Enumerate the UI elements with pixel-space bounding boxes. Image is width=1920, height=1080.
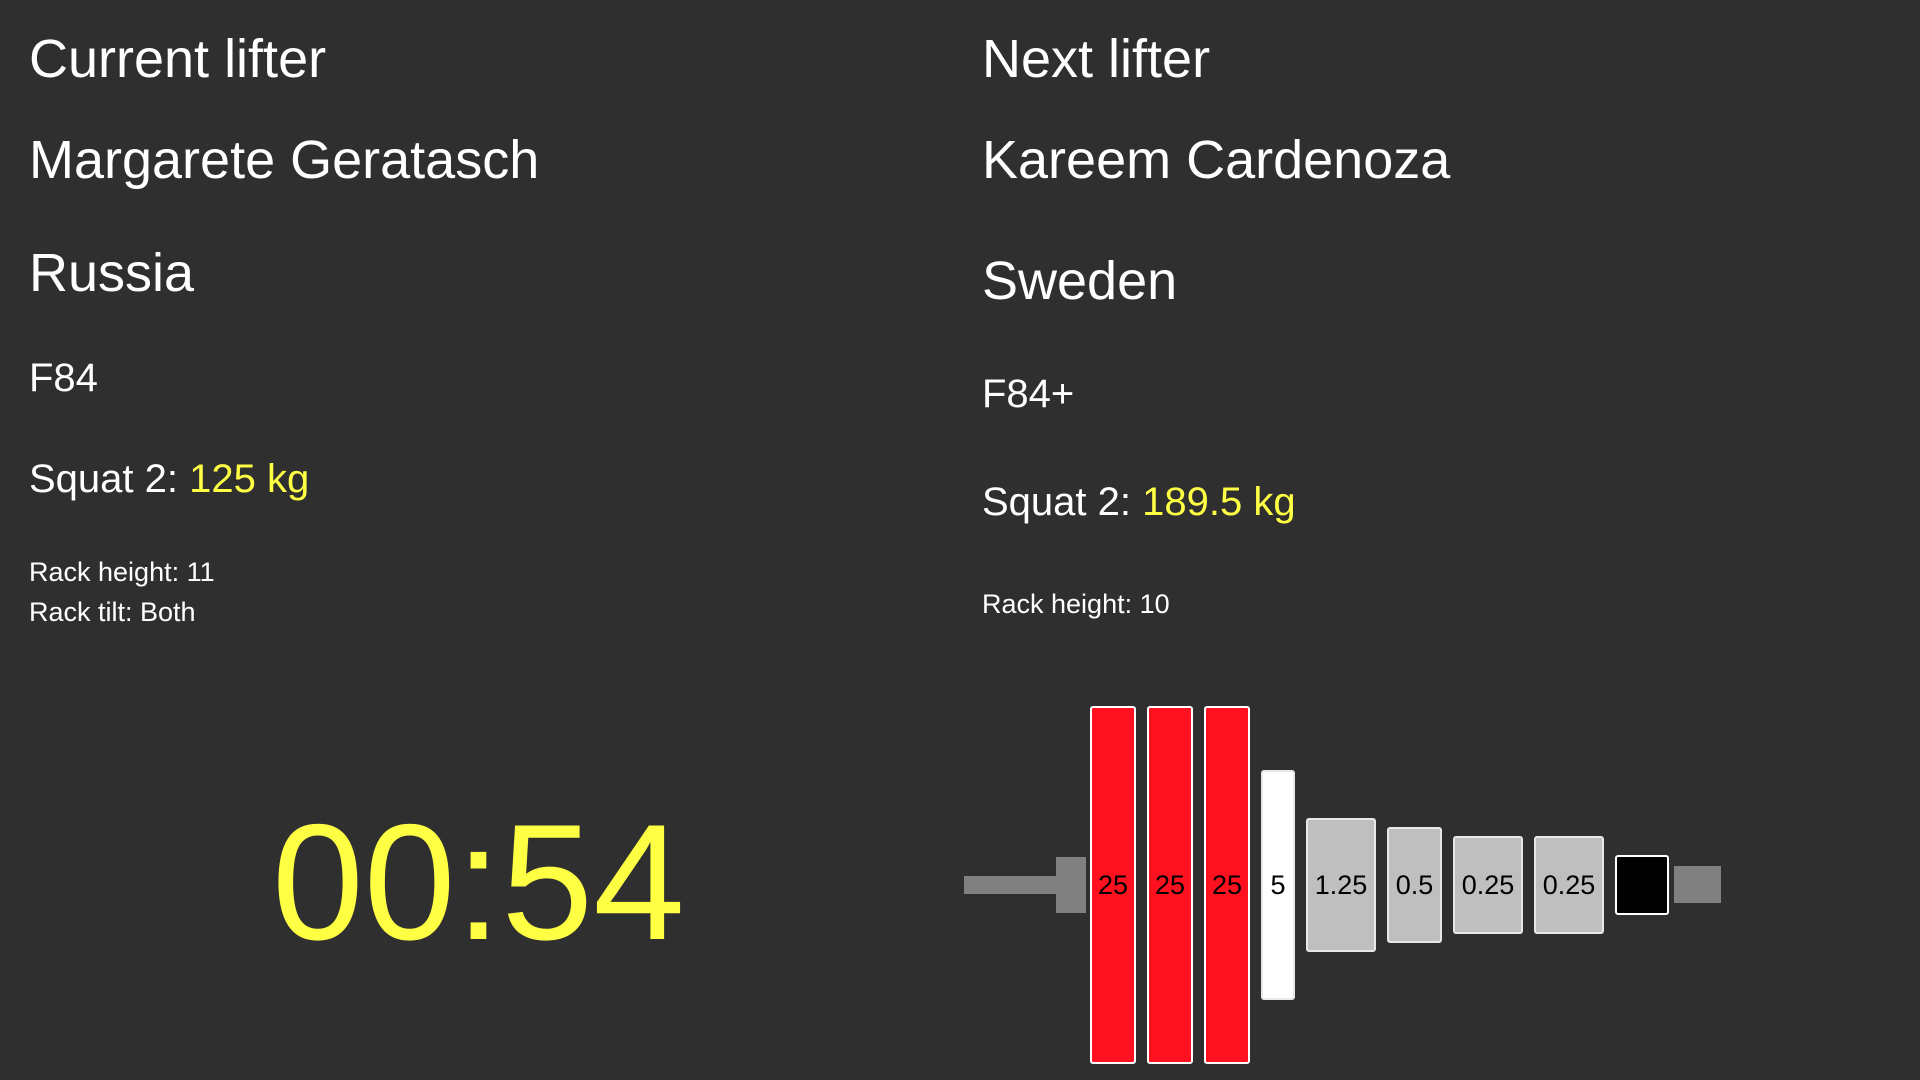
plate-0_5-5: 0.5 (1387, 827, 1442, 943)
next-rack-height: Rack height: 10 (982, 589, 1170, 619)
plate-25-0: 25 (1090, 706, 1136, 1064)
plate-0_25-7: 0.25 (1534, 836, 1604, 934)
current-rack-tilt: Rack tilt: Both (29, 597, 196, 627)
plate-25-2: 25 (1204, 706, 1250, 1064)
bar-sleeve (964, 876, 1064, 894)
current-lifter-heading: Current lifter (29, 29, 327, 89)
next-attempt-weight: 189.5 kg (1142, 480, 1296, 524)
current-lifter-division: F84 (29, 356, 98, 400)
current-attempt-weight: 125 kg (189, 457, 310, 501)
plate-0_25-6: 0.25 (1453, 836, 1523, 934)
next-lifter-division: F84+ (982, 372, 1075, 416)
plate-collar-8 (1615, 855, 1669, 915)
plate-25-1: 25 (1147, 706, 1193, 1064)
plate-loading-diagram: 25 25 25 5 1.25 0.5 0.25 0.25 (960, 700, 1721, 1070)
current-lifter-attempt: Squat 2: 125 kg (29, 459, 309, 499)
bar-end (1674, 866, 1721, 903)
next-lifter-name: Kareem Cardenoza (982, 130, 1451, 190)
current-lifter-name: Margarete Geratasch (29, 130, 540, 190)
next-attempt-label: Squat 2: (982, 480, 1143, 524)
next-lifter-heading: Next lifter (982, 29, 1211, 89)
current-lifter-country: Russia (29, 243, 195, 303)
current-rack-height: Rack height: 11 (29, 557, 215, 587)
next-lifter-attempt: Squat 2: 189.5 kg (982, 482, 1296, 522)
plate-5-3: 5 (1261, 770, 1295, 1000)
attempt-timer: 00:54 (272, 790, 685, 974)
current-attempt-label: Squat 2: (29, 457, 190, 501)
next-lifter-country: Sweden (982, 251, 1178, 311)
plate-1_25-4: 1.25 (1306, 818, 1376, 952)
bar-collar-stop (1056, 857, 1086, 913)
